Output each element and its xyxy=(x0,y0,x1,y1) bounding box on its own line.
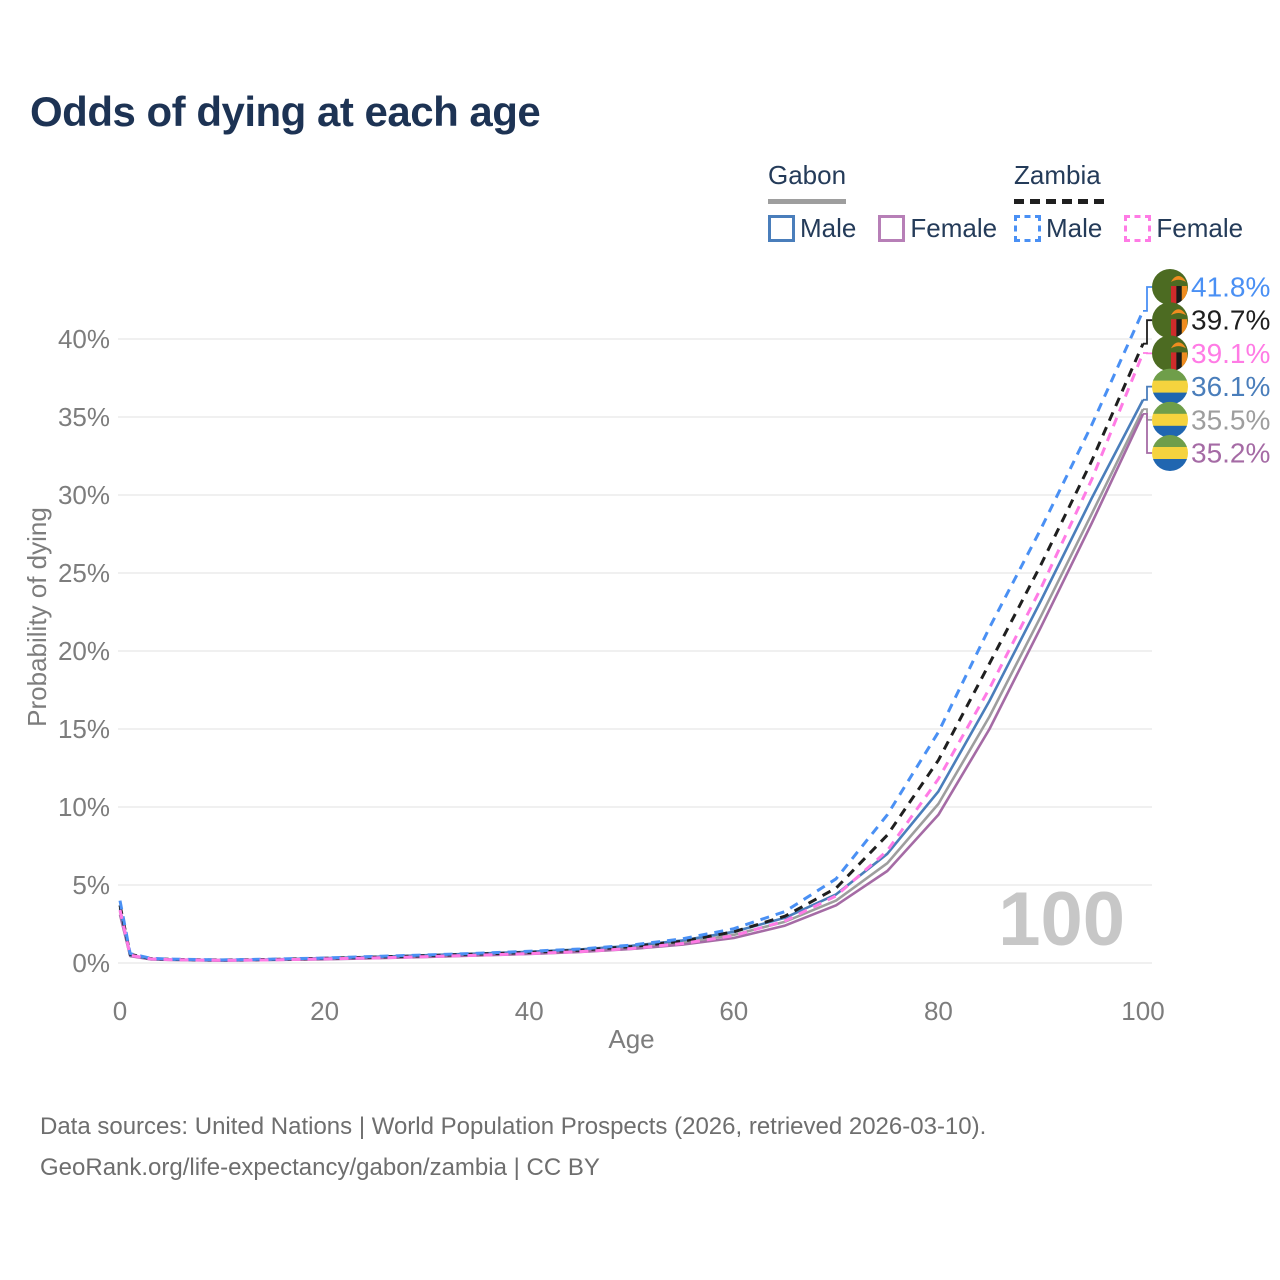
flag-gabon-icon xyxy=(1152,435,1188,471)
footer-data-sources: Data sources: United Nations | World Pop… xyxy=(40,1113,987,1140)
y-tick-label: 40% xyxy=(58,324,110,354)
end-label-gabon_both: 35.5% xyxy=(1152,401,1270,438)
zambia-female-swatch-icon[interactable] xyxy=(1124,215,1152,242)
series-line-zambia_male[interactable] xyxy=(118,310,1145,962)
legend-underline-dashed xyxy=(1014,199,1104,204)
series-line-zambia_female[interactable] xyxy=(118,352,1145,962)
x-axis-title: Age xyxy=(608,1024,654,1054)
zambia-male-swatch-icon[interactable] xyxy=(1014,215,1041,242)
leader-line-gabon_male xyxy=(1143,385,1152,401)
legend-item-zambia-male[interactable]: Male xyxy=(1014,213,1102,244)
legend-label-gabon-female[interactable]: Female xyxy=(910,213,998,243)
x-tick-label: 0 xyxy=(113,996,127,1026)
end-label-value: 41.8% xyxy=(1191,272,1270,303)
x-tick-label: 80 xyxy=(924,996,953,1026)
series-line-zambia_both[interactable] xyxy=(118,343,1145,962)
leader-line-gabon_female xyxy=(1143,412,1152,454)
end-label-gabon_male: 36.1% xyxy=(1152,368,1270,405)
y-tick-label: 10% xyxy=(58,792,110,822)
legend-title-gabon[interactable]: Gabon xyxy=(768,160,847,190)
x-tick-label: 100 xyxy=(1121,996,1164,1026)
footer: Data sources: United Nations | World Pop… xyxy=(40,1106,986,1188)
page-title: Odds of dying at each age xyxy=(30,88,541,135)
end-label-gabon_female: 35.2% xyxy=(1152,435,1270,471)
gabon-male-swatch-icon[interactable] xyxy=(768,215,795,242)
gabon-female-swatch-icon[interactable] xyxy=(878,215,906,242)
legend-label-zambia-male[interactable]: Male xyxy=(1046,213,1103,243)
y-tick-label: 5% xyxy=(72,870,110,900)
x-tick-label: 20 xyxy=(310,996,339,1026)
flag-zambia-icon xyxy=(1152,302,1188,339)
leader-line-zambia_male xyxy=(1143,286,1152,312)
legend-label-gabon-male[interactable]: Male xyxy=(800,213,857,243)
age-watermark: 100 xyxy=(998,877,1125,962)
series-line-gabon_both[interactable] xyxy=(118,408,1145,962)
y-tick-label: 35% xyxy=(58,402,110,432)
end-label-zambia_female: 39.1% xyxy=(1152,335,1270,372)
legend-underline-solid xyxy=(768,199,846,204)
legend-group-zambia: Zambia Male Female xyxy=(1014,160,1265,244)
end-label-value: 39.7% xyxy=(1191,305,1270,336)
x-tick-label: 60 xyxy=(719,996,748,1026)
legend-item-gabon-male[interactable]: Male xyxy=(768,213,856,244)
y-tick-label: 20% xyxy=(58,636,110,666)
x-tick-label: 40 xyxy=(515,996,544,1026)
y-tick-label: 0% xyxy=(72,948,110,978)
end-label-value: 35.5% xyxy=(1191,404,1270,435)
flag-gabon-icon xyxy=(1152,368,1188,405)
y-axis-title: Probability of dying xyxy=(22,507,52,727)
flag-gabon-icon xyxy=(1152,401,1188,438)
end-label-zambia_male: 41.8% xyxy=(1152,269,1270,305)
footer-attribution: GeoRank.org/life-expectancy/gabon/zambia… xyxy=(40,1154,600,1181)
y-tick-label: 30% xyxy=(58,480,110,510)
legend-item-zambia-female[interactable]: Female xyxy=(1124,213,1243,244)
legend-title-zambia[interactable]: Zambia xyxy=(1014,160,1101,190)
series-line-gabon_male[interactable] xyxy=(118,399,1145,962)
series-line-gabon_female[interactable] xyxy=(118,413,1145,963)
leader-line-zambia_both xyxy=(1143,319,1152,345)
end-label-value: 35.2% xyxy=(1191,438,1270,469)
end-label-value: 36.1% xyxy=(1191,371,1270,402)
flag-zambia-icon xyxy=(1152,269,1188,305)
flag-zambia-icon xyxy=(1152,335,1188,372)
end-label-value: 39.1% xyxy=(1191,338,1270,369)
y-tick-label: 15% xyxy=(58,714,110,744)
legend-item-gabon-female[interactable]: Female xyxy=(878,213,997,244)
legend-label-zambia-female[interactable]: Female xyxy=(1156,213,1244,243)
end-label-zambia_both: 39.7% xyxy=(1152,302,1270,339)
y-tick-label: 25% xyxy=(58,558,110,588)
legend-group-gabon: Gabon Male Female xyxy=(768,160,1019,244)
